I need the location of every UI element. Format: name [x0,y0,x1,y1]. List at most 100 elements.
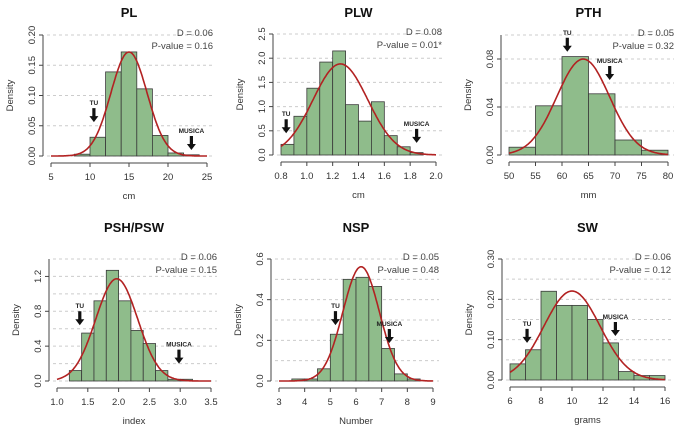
y-tick-label: 1.0 [257,100,268,113]
y-tick-label: 0.8 [33,305,44,318]
y-tick-label: 0.2 [255,334,266,347]
x-tick-label: 4 [302,397,307,408]
x-tick-label: 15 [124,172,135,183]
annotation-label: MUSICA [377,321,403,328]
normal-curve [56,278,211,382]
x-axis-label: mm [581,190,597,201]
histogram-bar [342,278,357,382]
x-tick-label: 1.4 [352,171,365,182]
annotation-label: TU [282,111,291,118]
down-arrow-icon [281,119,291,134]
x-tick-label: 6 [353,397,358,408]
x-tick-label: 20 [163,172,174,183]
x-axis-label: grams [574,415,601,426]
y-tick-label: 0.08 [485,50,496,69]
histogram-bar [93,300,107,382]
x-tick-label: 60 [557,171,568,182]
histogram-bar [381,348,395,382]
p-value: P-value = 0.15 [155,265,217,276]
y-tick-label: 0.00 [486,371,497,390]
histogram-bar [618,371,635,381]
y-tick-label: 0.0 [257,148,268,161]
y-tick-label: 0.30 [486,250,497,269]
y-tick-label: 0.04 [485,98,496,117]
y-axis-label: Density [233,304,244,336]
ks-statistic: D = 0.06 [635,252,671,263]
x-tick-label: 8 [405,397,410,408]
x-tick-label: 8 [538,396,543,407]
ks-statistic: D = 0.08 [406,27,442,38]
histogram-bar [561,56,589,156]
x-tick-label: 3.5 [204,397,217,408]
y-tick-label: 0.15 [27,56,38,75]
arrow-annotation-tu: TU [281,111,291,134]
down-arrow-icon [605,66,615,80]
annotation-label: TU [563,30,572,37]
x-tick-label: 12 [598,396,609,407]
p-value: P-value = 0.16 [151,41,213,52]
down-arrow-icon [330,311,340,326]
histogram-bar [317,368,331,382]
y-tick-label: 0.10 [27,86,38,105]
annotation-label: MUSICA [179,128,205,135]
arrow-annotation-tu: TU [75,303,85,326]
histogram-bar [368,286,383,382]
histogram-bar [332,50,346,156]
p-value: P-value = 0.48 [377,265,439,276]
chart-title: SW [577,220,599,235]
annotation-label: TU [523,321,532,328]
p-value: P-value = 0.01* [377,40,443,51]
x-tick-label: 65 [583,171,594,182]
normal-curve [508,58,668,156]
x-tick-label: 16 [660,396,671,407]
ks-statistic: D = 0.06 [181,252,217,263]
histogram-bar [118,300,132,382]
y-axis-label: Density [5,79,16,111]
arrow-annotation-musica: MUSICA [603,314,629,337]
y-tick-label: 0.0 [255,374,266,387]
down-arrow-icon [522,328,532,343]
y-tick-label: 0.00 [27,147,38,166]
ks-statistic: D = 0.05 [403,252,439,263]
histogram-bar [394,373,408,382]
x-tick-label: 5 [328,397,333,408]
histogram-bar [614,139,642,156]
y-tick-label: 2.5 [257,27,268,40]
arrow-annotation-musica: MUSICA [166,342,192,364]
x-tick-label: 55 [530,171,541,182]
histogram-bar [155,370,169,382]
y-axis-label: Density [464,303,475,335]
x-tick-label: 6 [507,396,512,407]
histogram-bar [571,304,588,381]
histogram-bar [355,276,370,382]
histogram-panel-psh-psw: 1.0 1.5 2.0 2.5 3.0 3.5 index 0.0 0.4 0.8 1.2 Densi… [11,220,218,427]
annotation-label: MUSICA [603,314,629,321]
down-arrow-icon [75,311,85,326]
annotation-label: MUSICA [166,342,192,349]
histogram-bar [120,51,138,157]
y-tick-label: 0.20 [27,26,38,45]
x-tick-label: 1.6 [378,171,391,182]
x-tick-label: 1.2 [326,171,339,182]
x-tick-label: 70 [610,171,621,182]
y-tick-label: 0.4 [33,340,44,353]
normal-curve [279,266,434,382]
y-tick-label: 0.10 [486,330,497,349]
annotation-label: MUSICA [597,58,623,65]
chart-title: PL [121,5,138,20]
y-tick-label: 1.2 [33,270,44,283]
x-tick-label: 1.0 [50,397,63,408]
histogram-panel-pth: 50 55 60 65 70 75 80 mm 0.00 0.04 0.08 Density PTH D … [463,5,674,201]
annotation-label: TU [331,303,340,310]
y-tick-label: 0.0 [33,374,44,387]
y-tick-label: 2.0 [257,52,268,65]
histogram-bar [556,304,573,381]
histogram-bar [89,136,106,157]
y-tick-label: 0.5 [257,124,268,137]
x-tick-label: 2.0 [112,397,125,408]
x-tick-label: 80 [663,171,674,182]
chart-title: PTH [576,5,602,20]
histogram-bar [358,120,372,156]
x-tick-label: 1.8 [404,171,417,182]
down-arrow-icon [412,128,422,143]
